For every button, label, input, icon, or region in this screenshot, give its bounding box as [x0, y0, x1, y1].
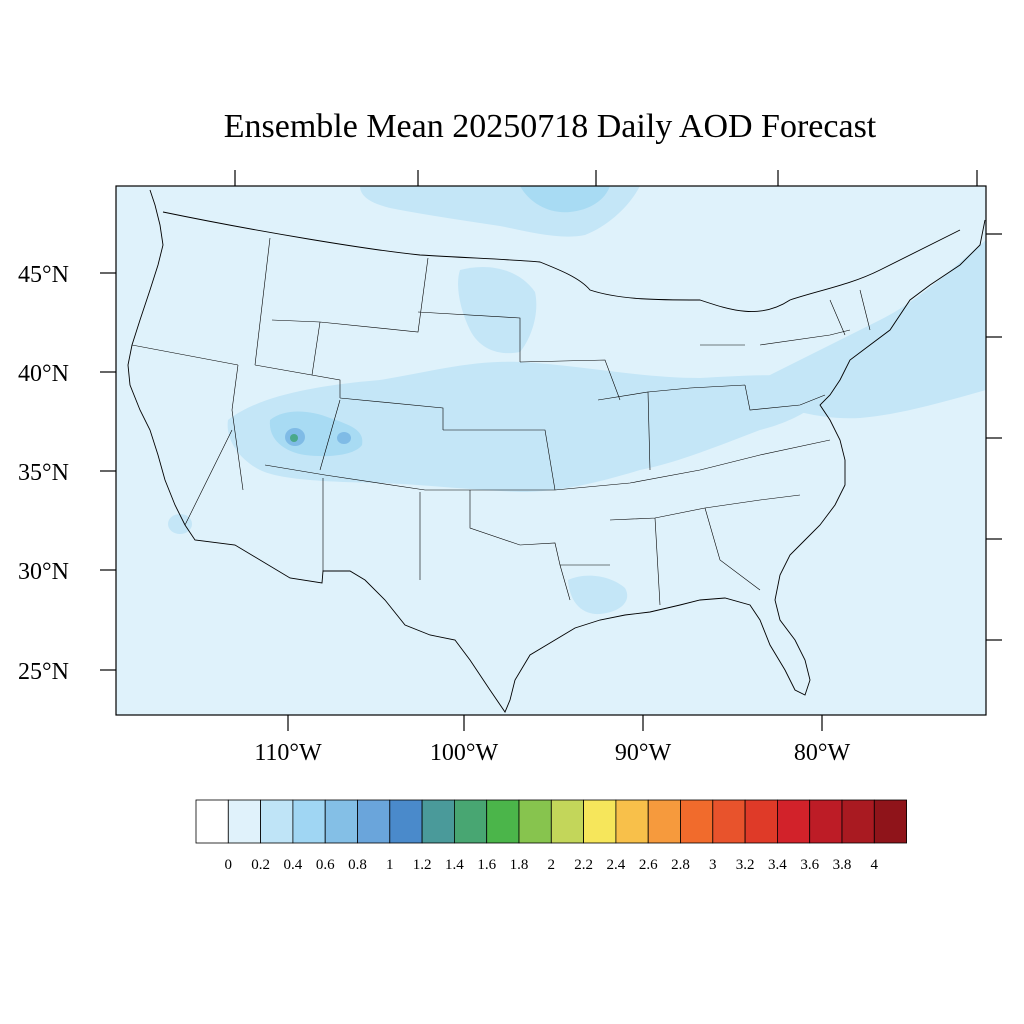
colorbar-swatch — [389, 799, 423, 844]
colorbar — [195, 799, 907, 844]
colorbar-label: 3.6 — [800, 857, 819, 873]
colorbar-label: 1.2 — [413, 857, 432, 873]
state-lines — [131, 237, 871, 606]
colorbar-swatch — [292, 799, 326, 844]
aod-plume-gulf — [568, 575, 628, 615]
colorbar-label: 3 — [709, 857, 717, 873]
colorbar-label: 1 — [386, 857, 394, 873]
colorbar-swatch — [712, 799, 746, 844]
colorbar-swatch — [357, 799, 391, 844]
colorbar-label: 1.8 — [510, 857, 529, 873]
colorbar-label: 3.2 — [736, 857, 755, 873]
frame-ticks — [100, 170, 1002, 731]
colorbar-swatch — [227, 799, 262, 844]
aod-field — [168, 186, 986, 615]
boundaries — [127, 189, 986, 713]
colorbar-swatch — [583, 799, 617, 844]
map-frame — [115, 185, 987, 716]
aod-plume-central-band — [227, 361, 830, 492]
colorbar-label: 2.8 — [671, 857, 690, 873]
aod-plume-northeast — [760, 240, 986, 419]
us-coastline-outline — [127, 189, 986, 713]
aod-plume-canada-core — [520, 186, 610, 213]
colorbar-swatch — [260, 799, 294, 844]
colorbar-swatch — [647, 799, 681, 844]
colorbar-label: 1.6 — [477, 857, 496, 873]
colorbar-label: 3.8 — [833, 857, 852, 873]
longitude-labels: 110°W 100°W 90°W 80°W — [254, 740, 850, 766]
colorbar-label: 1.4 — [445, 857, 464, 873]
aod-hotspot-secondary — [337, 432, 351, 444]
lat-label-45: 45°N — [18, 262, 69, 288]
lon-label-110: 110°W — [254, 740, 322, 766]
colorbar-label: 0.4 — [284, 857, 303, 873]
lat-label-40: 40°N — [18, 361, 69, 387]
colorbar-labels: 0 0.2 0.4 0.6 0.8 1 1.2 1.4 1.6 1.8 2 2.2 2.4 2.6 2.8 3… — [225, 857, 879, 873]
colorbar-swatch — [615, 799, 649, 844]
lat-label-25: 25°N — [18, 659, 69, 685]
colorbar-swatch — [777, 799, 811, 844]
colorbar-swatch — [453, 799, 488, 844]
colorbar-swatch — [324, 799, 358, 844]
colorbar-label: 0.8 — [348, 857, 367, 873]
us-canada-border — [162, 211, 961, 312]
colorbar-swatch — [680, 799, 714, 844]
colorbar-label: 2 — [548, 857, 556, 873]
colorbar-label: 2.4 — [607, 857, 626, 873]
colorbar-label: 0 — [225, 857, 233, 873]
colorbar-swatch — [744, 799, 778, 844]
chart-title: Ensemble Mean 20250718 Daily AOD Forecas… — [223, 108, 877, 145]
colorbar-swatch — [841, 799, 875, 844]
colorbar-label: 0.2 — [251, 857, 270, 873]
aod-hotspot-core — [290, 434, 298, 442]
colorbar-label: 3.4 — [768, 857, 787, 873]
colorbar-swatch — [486, 799, 520, 844]
lon-label-80: 80°W — [794, 740, 851, 766]
colorbar-swatch — [873, 799, 907, 844]
colorbar-label: 2.6 — [639, 857, 658, 873]
colorbar-swatch — [809, 799, 843, 844]
colorbar-swatch — [421, 799, 455, 844]
colorbar-swatch — [195, 799, 229, 844]
lat-label-35: 35°N — [18, 460, 69, 486]
lon-label-90: 90°W — [615, 740, 672, 766]
colorbar-swatch — [518, 799, 552, 844]
aod-plume-dakotas — [458, 266, 537, 354]
lat-label-30: 30°N — [18, 559, 69, 585]
colorbar-label: 4 — [871, 857, 879, 873]
colorbar-label: 2.2 — [574, 857, 593, 873]
lon-label-100: 100°W — [430, 740, 499, 766]
colorbar-swatch — [550, 799, 584, 844]
latitude-labels: 45°N 40°N 35°N 30°N 25°N — [18, 262, 69, 685]
aod-plume-southwest — [168, 514, 192, 534]
colorbar-label: 0.6 — [316, 857, 335, 873]
